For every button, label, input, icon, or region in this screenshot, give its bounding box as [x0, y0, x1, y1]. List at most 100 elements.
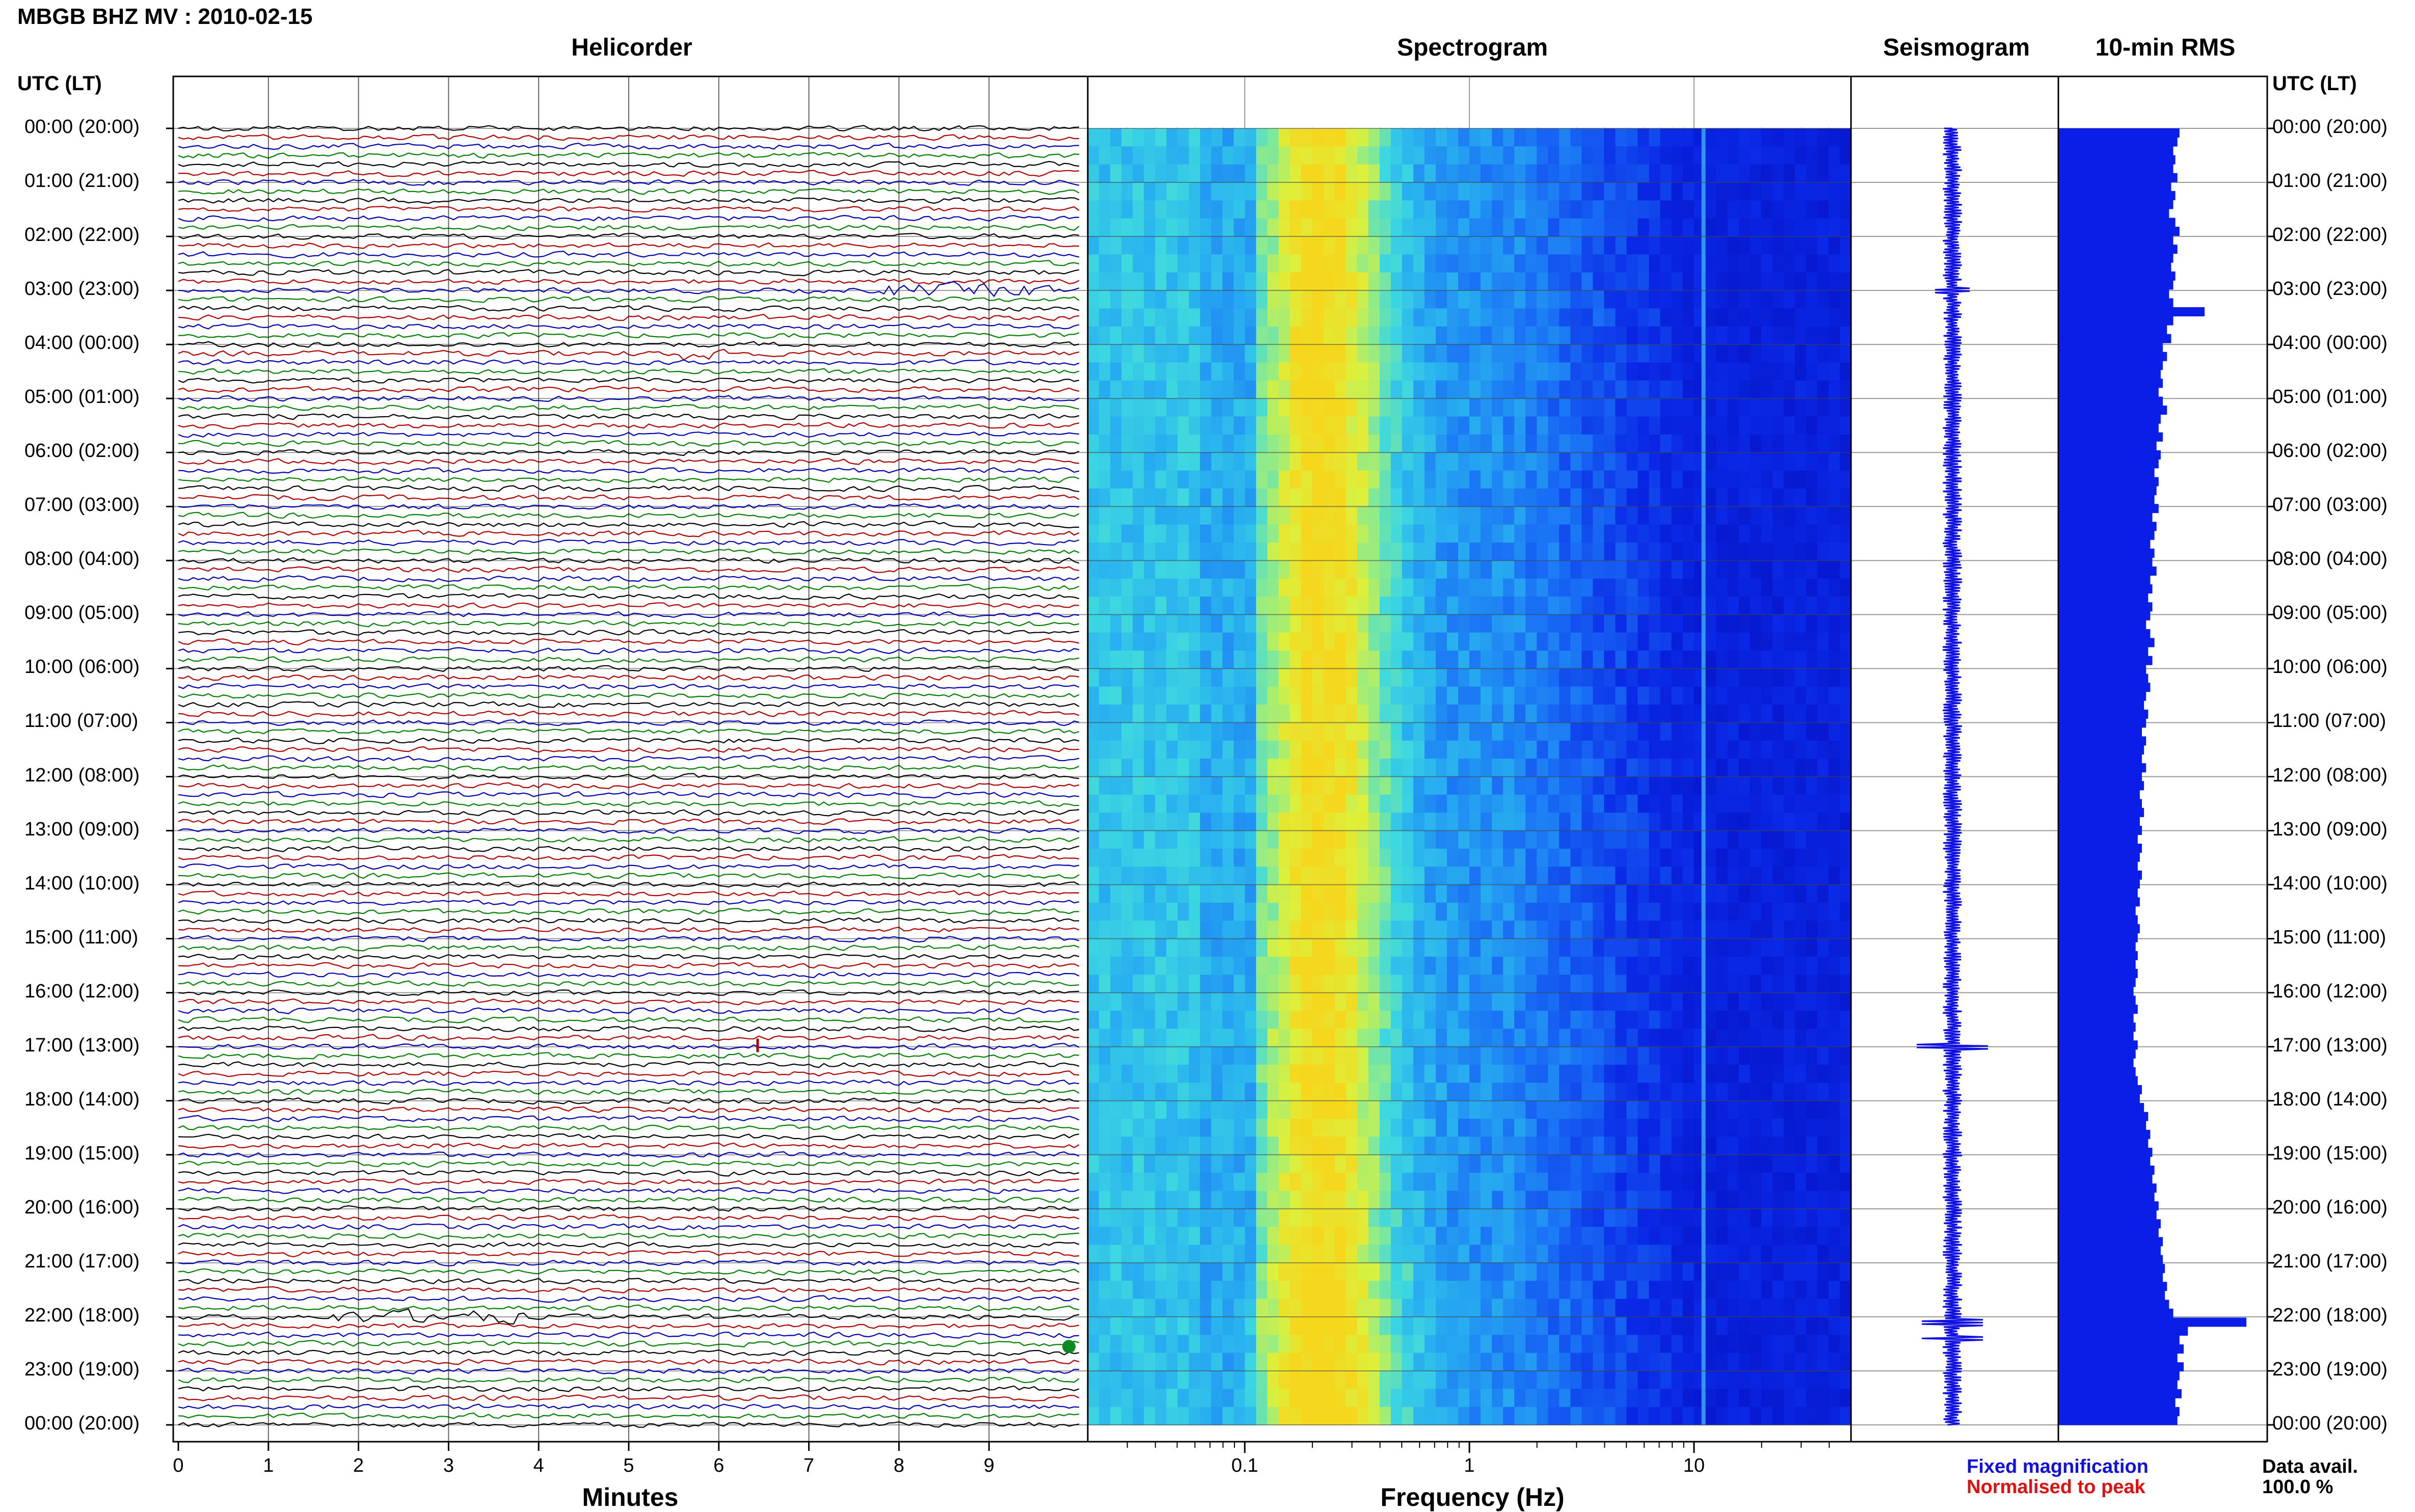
hour-label-left: 00:00 (20:00) — [24, 116, 140, 138]
rms-bar — [2058, 530, 2155, 540]
hour-label-right: 14:00 (10:00) — [2272, 872, 2388, 894]
rms-bar — [2058, 1255, 2163, 1264]
hour-label-left: 19:00 (15:00) — [24, 1142, 140, 1164]
rms-bar — [2058, 227, 2180, 236]
availability-label: Data avail. — [2262, 1456, 2358, 1477]
rms-bars — [2058, 128, 2246, 1425]
rms-bar — [2058, 1166, 2155, 1175]
rms-bar — [2058, 423, 2159, 433]
rms-bar — [2058, 1022, 2136, 1032]
rms-bar — [2058, 629, 2151, 638]
rms-bar — [2058, 245, 2178, 254]
rms-bar — [2058, 1282, 2167, 1291]
hour-label-right: 04:00 (00:00) — [2272, 332, 2388, 354]
rms-bar — [2058, 1005, 2138, 1014]
hour-label-right: 21:00 (17:00) — [2272, 1250, 2388, 1272]
rms-bar — [2058, 1174, 2153, 1184]
rms-bar — [2058, 539, 2151, 549]
hour-label-right: 02:00 (22:00) — [2272, 224, 2388, 246]
hour-label-left: 05:00 (01:00) — [24, 386, 140, 408]
rms-bar — [2058, 1058, 2134, 1068]
rms-bar — [2058, 817, 2140, 826]
rms-bar — [2058, 1049, 2136, 1059]
hour-label-right: 10:00 (06:00) — [2272, 656, 2388, 678]
hour-label-left: 08:00 (04:00) — [24, 548, 140, 570]
hour-label-left: 09:00 (05:00) — [24, 602, 140, 624]
rms-bar — [2058, 173, 2178, 182]
rms-bar — [2058, 852, 2140, 862]
rms-bar — [2058, 1076, 2138, 1086]
rms-bar — [2058, 736, 2146, 746]
rms-bar — [2058, 316, 2174, 326]
hour-label-right: 00:00 (20:00) — [2272, 116, 2388, 138]
rms-bar — [2058, 772, 2142, 781]
rms-bar — [2058, 307, 2205, 316]
hour-label-right: 09:00 (05:00) — [2272, 602, 2388, 624]
rms-bar — [2058, 968, 2138, 978]
rms-bar — [2058, 495, 2155, 504]
rms-bar — [2058, 1362, 2184, 1372]
rms-bar — [2058, 700, 2144, 710]
minute-tick-label: 8 — [893, 1455, 904, 1476]
rms-bar — [2058, 745, 2144, 755]
station-title: MBGB BHZ MV : 2010-02-15 — [17, 4, 313, 29]
availability-value: 100.0 % — [2262, 1476, 2333, 1498]
rms-bar — [2058, 1407, 2180, 1416]
rms-bar — [2058, 1398, 2176, 1408]
rms-bar — [2058, 1237, 2163, 1247]
hour-label-left: 15:00 (11:00) — [24, 926, 139, 948]
hour-label-left: 18:00 (14:00) — [24, 1088, 140, 1110]
hour-label-right: 20:00 (16:00) — [2272, 1196, 2388, 1218]
hour-label-right: 12:00 (08:00) — [2272, 764, 2388, 786]
rms-bar — [2058, 1246, 2161, 1255]
hour-label-left: 10:00 (06:00) — [24, 656, 140, 678]
rms-bar — [2058, 566, 2157, 576]
hour-label-right: 15:00 (11:00) — [2272, 926, 2386, 948]
rms-bar — [2058, 1094, 2140, 1103]
hour-label-left: 06:00 (02:00) — [24, 440, 140, 462]
rms-bar — [2058, 1201, 2159, 1211]
rms-title: 10-min RMS — [2095, 34, 2236, 61]
rms-bar — [2058, 978, 2136, 987]
rms-bar — [2058, 504, 2159, 514]
rms-bar — [2058, 960, 2136, 969]
rms-bar — [2058, 396, 2163, 406]
rms-bar — [2058, 897, 2140, 907]
hour-label-right: 13:00 (09:00) — [2272, 818, 2388, 840]
minute-tick-label: 3 — [443, 1455, 454, 1476]
minute-tick-label: 6 — [713, 1455, 725, 1476]
rms-bar — [2058, 1183, 2157, 1193]
rms-bar — [2058, 1040, 2138, 1050]
spectrogram-title: Spectrogram — [1397, 34, 1548, 61]
hour-label-left: 03:00 (23:00) — [24, 278, 140, 300]
rms-bar — [2058, 602, 2153, 612]
rms-bar — [2058, 995, 2136, 1005]
rms-bar — [2058, 477, 2159, 487]
rms-bar — [2058, 334, 2171, 343]
rms-bar — [2058, 673, 2149, 683]
rms-bar — [2058, 1344, 2184, 1354]
hour-label-right: 17:00 (13:00) — [2272, 1034, 2388, 1056]
minute-tick-label: 0 — [173, 1455, 184, 1476]
rms-bar — [2058, 522, 2157, 531]
rms-bar — [2058, 1139, 2149, 1148]
rms-bar — [2058, 754, 2142, 764]
hour-label-left: 02:00 (22:00) — [24, 224, 140, 246]
hour-label-left: 00:00 (20:00) — [24, 1413, 140, 1434]
right-time-header: UTC (LT) — [2272, 72, 2357, 95]
rms-bar — [2058, 271, 2176, 281]
frequency-axis-label: Frequency (Hz) — [1380, 1483, 1565, 1511]
rms-bar — [2058, 611, 2151, 620]
rms-bar — [2058, 1308, 2174, 1318]
rms-bar — [2058, 369, 2161, 379]
rms-bar — [2058, 209, 2169, 218]
hour-label-right: 07:00 (03:00) — [2272, 494, 2388, 516]
rms-bar — [2058, 361, 2163, 370]
hour-label-right: 16:00 (12:00) — [2272, 980, 2388, 1002]
hour-label-right: 08:00 (04:00) — [2272, 548, 2388, 570]
rms-bar — [2058, 1112, 2149, 1121]
rms-bar — [2058, 1147, 2153, 1157]
rms-bar — [2058, 1353, 2178, 1363]
rms-bar — [2058, 1067, 2136, 1076]
